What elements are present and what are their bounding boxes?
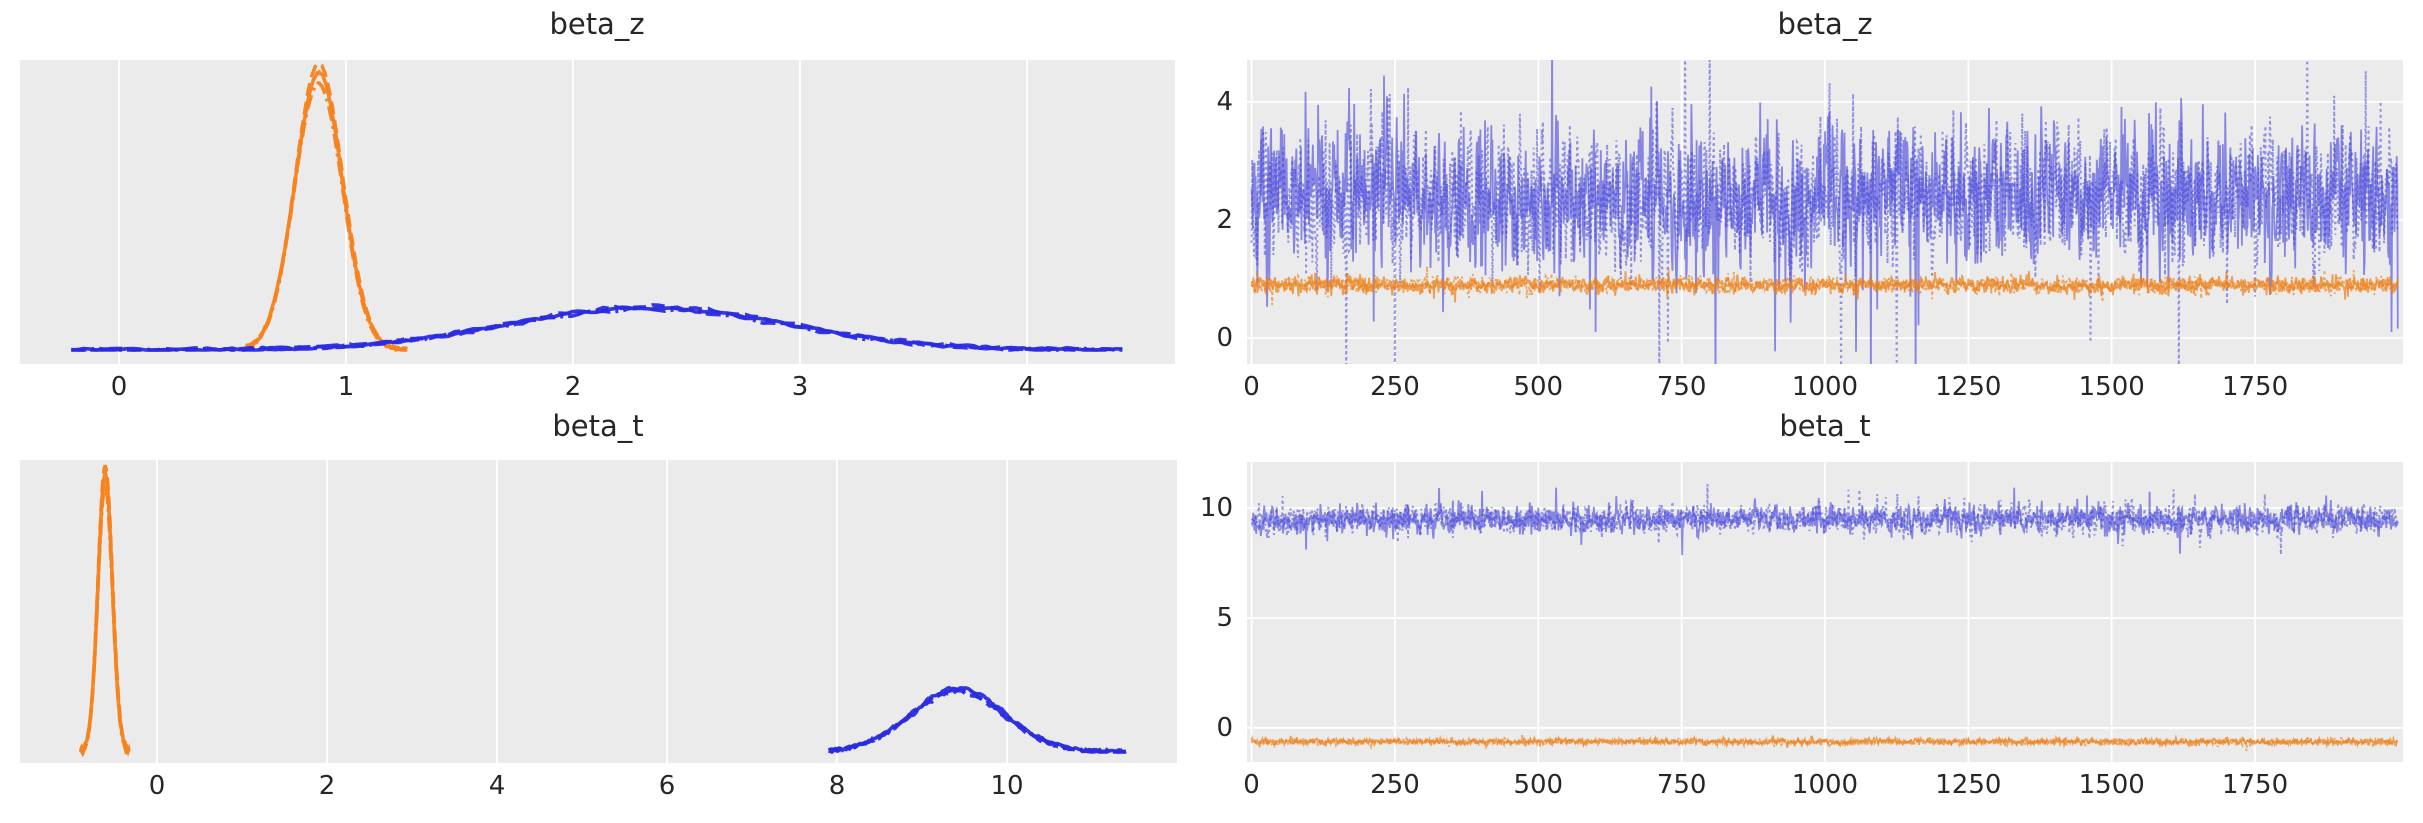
x-tick-label: 3 bbox=[791, 372, 809, 402]
x-tick-label: 1750 bbox=[2221, 372, 2289, 402]
x-tick-label: 0 bbox=[110, 372, 128, 402]
x-tick-label: 4 bbox=[1018, 372, 1036, 402]
x-tick-label: 10 bbox=[990, 771, 1024, 801]
kde-line-kde_orange-chain1 bbox=[78, 464, 131, 755]
x-tick-label: 2 bbox=[564, 372, 582, 402]
x-tick-label: 500 bbox=[1513, 770, 1564, 800]
y-tick-label: 5 bbox=[1216, 603, 1233, 634]
kde-line-kde_blue-chain0 bbox=[71, 305, 1123, 352]
kde-line-kde_blue-chain2 bbox=[827, 688, 1127, 754]
kde-line-kde_orange-chain0 bbox=[78, 469, 131, 757]
y-tick-label: 2 bbox=[1216, 204, 1233, 235]
x-tick-label: 1250 bbox=[1935, 770, 2002, 800]
x-tick-label: 4 bbox=[488, 771, 506, 801]
trace-line-trace_blue-chain1 bbox=[1250, 484, 2399, 555]
trace-line-trace_blue-chain0 bbox=[1250, 60, 2399, 364]
x-tick-label: 1000 bbox=[1791, 372, 1859, 402]
kde-line-kde_blue-chain2 bbox=[71, 306, 1123, 352]
x-tick-label: 1750 bbox=[2221, 770, 2289, 800]
kde-line-kde_orange-chain2 bbox=[244, 81, 408, 353]
x-tick-label: 0 bbox=[1243, 372, 1260, 402]
x-tick-label: 750 bbox=[1656, 372, 1707, 402]
x-tick-label: 750 bbox=[1656, 770, 1707, 800]
panel-title-beta-t-kde: beta_t bbox=[552, 409, 644, 443]
x-tick-label: 1 bbox=[337, 372, 355, 402]
beta-z-kde-plot bbox=[20, 60, 1175, 364]
x-tick-label: 2 bbox=[318, 771, 336, 801]
trace-line-trace_blue-chain1 bbox=[1250, 60, 2399, 364]
y-tick-label: 4 bbox=[1216, 86, 1233, 117]
x-tick-label: 6 bbox=[658, 771, 676, 801]
y-tick-label: 0 bbox=[1216, 323, 1233, 354]
panel-title-beta-t-trace: beta_t bbox=[1779, 409, 1871, 443]
kde-line-kde_orange-chain1 bbox=[244, 61, 408, 352]
beta-t-trace-plot bbox=[1247, 462, 2403, 762]
kde-line-kde_orange-chain2 bbox=[79, 482, 131, 758]
x-tick-label: 1500 bbox=[2078, 770, 2145, 800]
x-tick-label: 250 bbox=[1370, 770, 1420, 800]
x-tick-label: 0 bbox=[1243, 770, 1260, 800]
x-tick-label: 0 bbox=[148, 771, 166, 801]
beta-z-trace-plot bbox=[1247, 60, 2403, 364]
y-tick-label: 10 bbox=[1199, 493, 1233, 524]
panel-title-beta-z-trace: beta_z bbox=[1777, 7, 1873, 41]
beta-t-kde-plot bbox=[20, 460, 1177, 763]
x-tick-label: 250 bbox=[1370, 372, 1420, 402]
trace-line-trace_orange-chain1 bbox=[1250, 733, 2399, 752]
x-tick-label: 500 bbox=[1513, 372, 1564, 402]
kde-line-kde_blue-chain1 bbox=[828, 685, 1127, 754]
y-tick-label: 0 bbox=[1216, 712, 1233, 743]
x-tick-label: 1250 bbox=[1935, 372, 2002, 402]
x-tick-label: 1500 bbox=[2078, 372, 2145, 402]
trace-line-trace_orange-chain1 bbox=[1250, 266, 2399, 306]
x-tick-label: 1000 bbox=[1791, 770, 1859, 800]
x-tick-label: 8 bbox=[828, 771, 846, 801]
panel-title-beta-z-kde: beta_z bbox=[549, 7, 645, 41]
